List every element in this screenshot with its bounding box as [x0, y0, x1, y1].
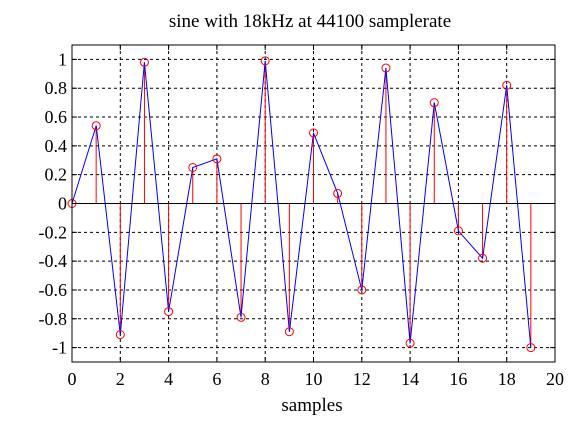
x-tick-label: 18	[498, 369, 516, 389]
y-tick-label: 0.2	[45, 165, 68, 185]
data-point-marker	[453, 226, 463, 236]
data-point-marker	[284, 327, 294, 337]
y-tick-label: 0.6	[45, 107, 68, 127]
data-point-marker	[381, 63, 391, 73]
x-tick-label: 4	[164, 369, 173, 389]
y-axis-ticks: 1 0.8 0.6 0.4 0.2 0 -0.2 -0.4 -0.6 -0.8 -1	[39, 49, 555, 358]
data-point-marker	[405, 338, 415, 348]
data-point-marker	[91, 121, 101, 131]
stems	[95, 60, 532, 348]
x-tick-label: 0	[68, 369, 77, 389]
y-tick-label: -1	[52, 338, 67, 358]
signal-line	[71, 60, 532, 348]
x-axis-ticks: 0 2 4 6 8 10 12 14 16 18 20	[68, 45, 564, 389]
data-point-marker	[115, 330, 125, 340]
data-point-marker	[526, 343, 536, 353]
y-tick-label: -0.8	[39, 309, 68, 329]
data-point-marker	[139, 57, 149, 67]
series-line	[71, 60, 532, 348]
data-point-marker	[333, 188, 343, 198]
data-point-marker	[502, 80, 512, 90]
x-tick-label: 14	[401, 369, 419, 389]
y-tick-label: 0.4	[45, 136, 68, 156]
x-tick-label: 8	[261, 369, 270, 389]
x-tick-label: 16	[449, 369, 467, 389]
data-point-marker	[357, 285, 367, 295]
data-point-marker	[212, 154, 222, 164]
data-point-marker	[309, 128, 318, 138]
markers	[67, 56, 536, 353]
chart-title: sine with 18kHz at 44100 samplerate	[169, 11, 451, 32]
y-tick-label: -0.4	[39, 251, 68, 271]
y-tick-label: 0	[58, 194, 67, 214]
plot-frame	[71, 44, 556, 363]
y-tick-label: -0.6	[39, 280, 68, 300]
x-tick-label: 10	[305, 369, 323, 389]
data-point-marker	[164, 307, 174, 317]
data-point-marker	[188, 162, 198, 172]
x-tick-label: 6	[212, 369, 221, 389]
x-tick-label: 12	[353, 369, 371, 389]
data-point-marker	[478, 253, 488, 263]
y-tick-label: 1	[58, 49, 67, 69]
y-tick-label: -0.2	[39, 222, 68, 242]
x-axis-label: samples	[281, 395, 342, 416]
y-tick-label: 0.8	[45, 78, 68, 98]
data-point-marker	[429, 98, 439, 108]
data-point-marker	[260, 56, 270, 66]
data-point-marker	[236, 312, 246, 322]
x-tick-label: 20	[546, 369, 564, 389]
x-tick-label: 2	[116, 369, 125, 389]
